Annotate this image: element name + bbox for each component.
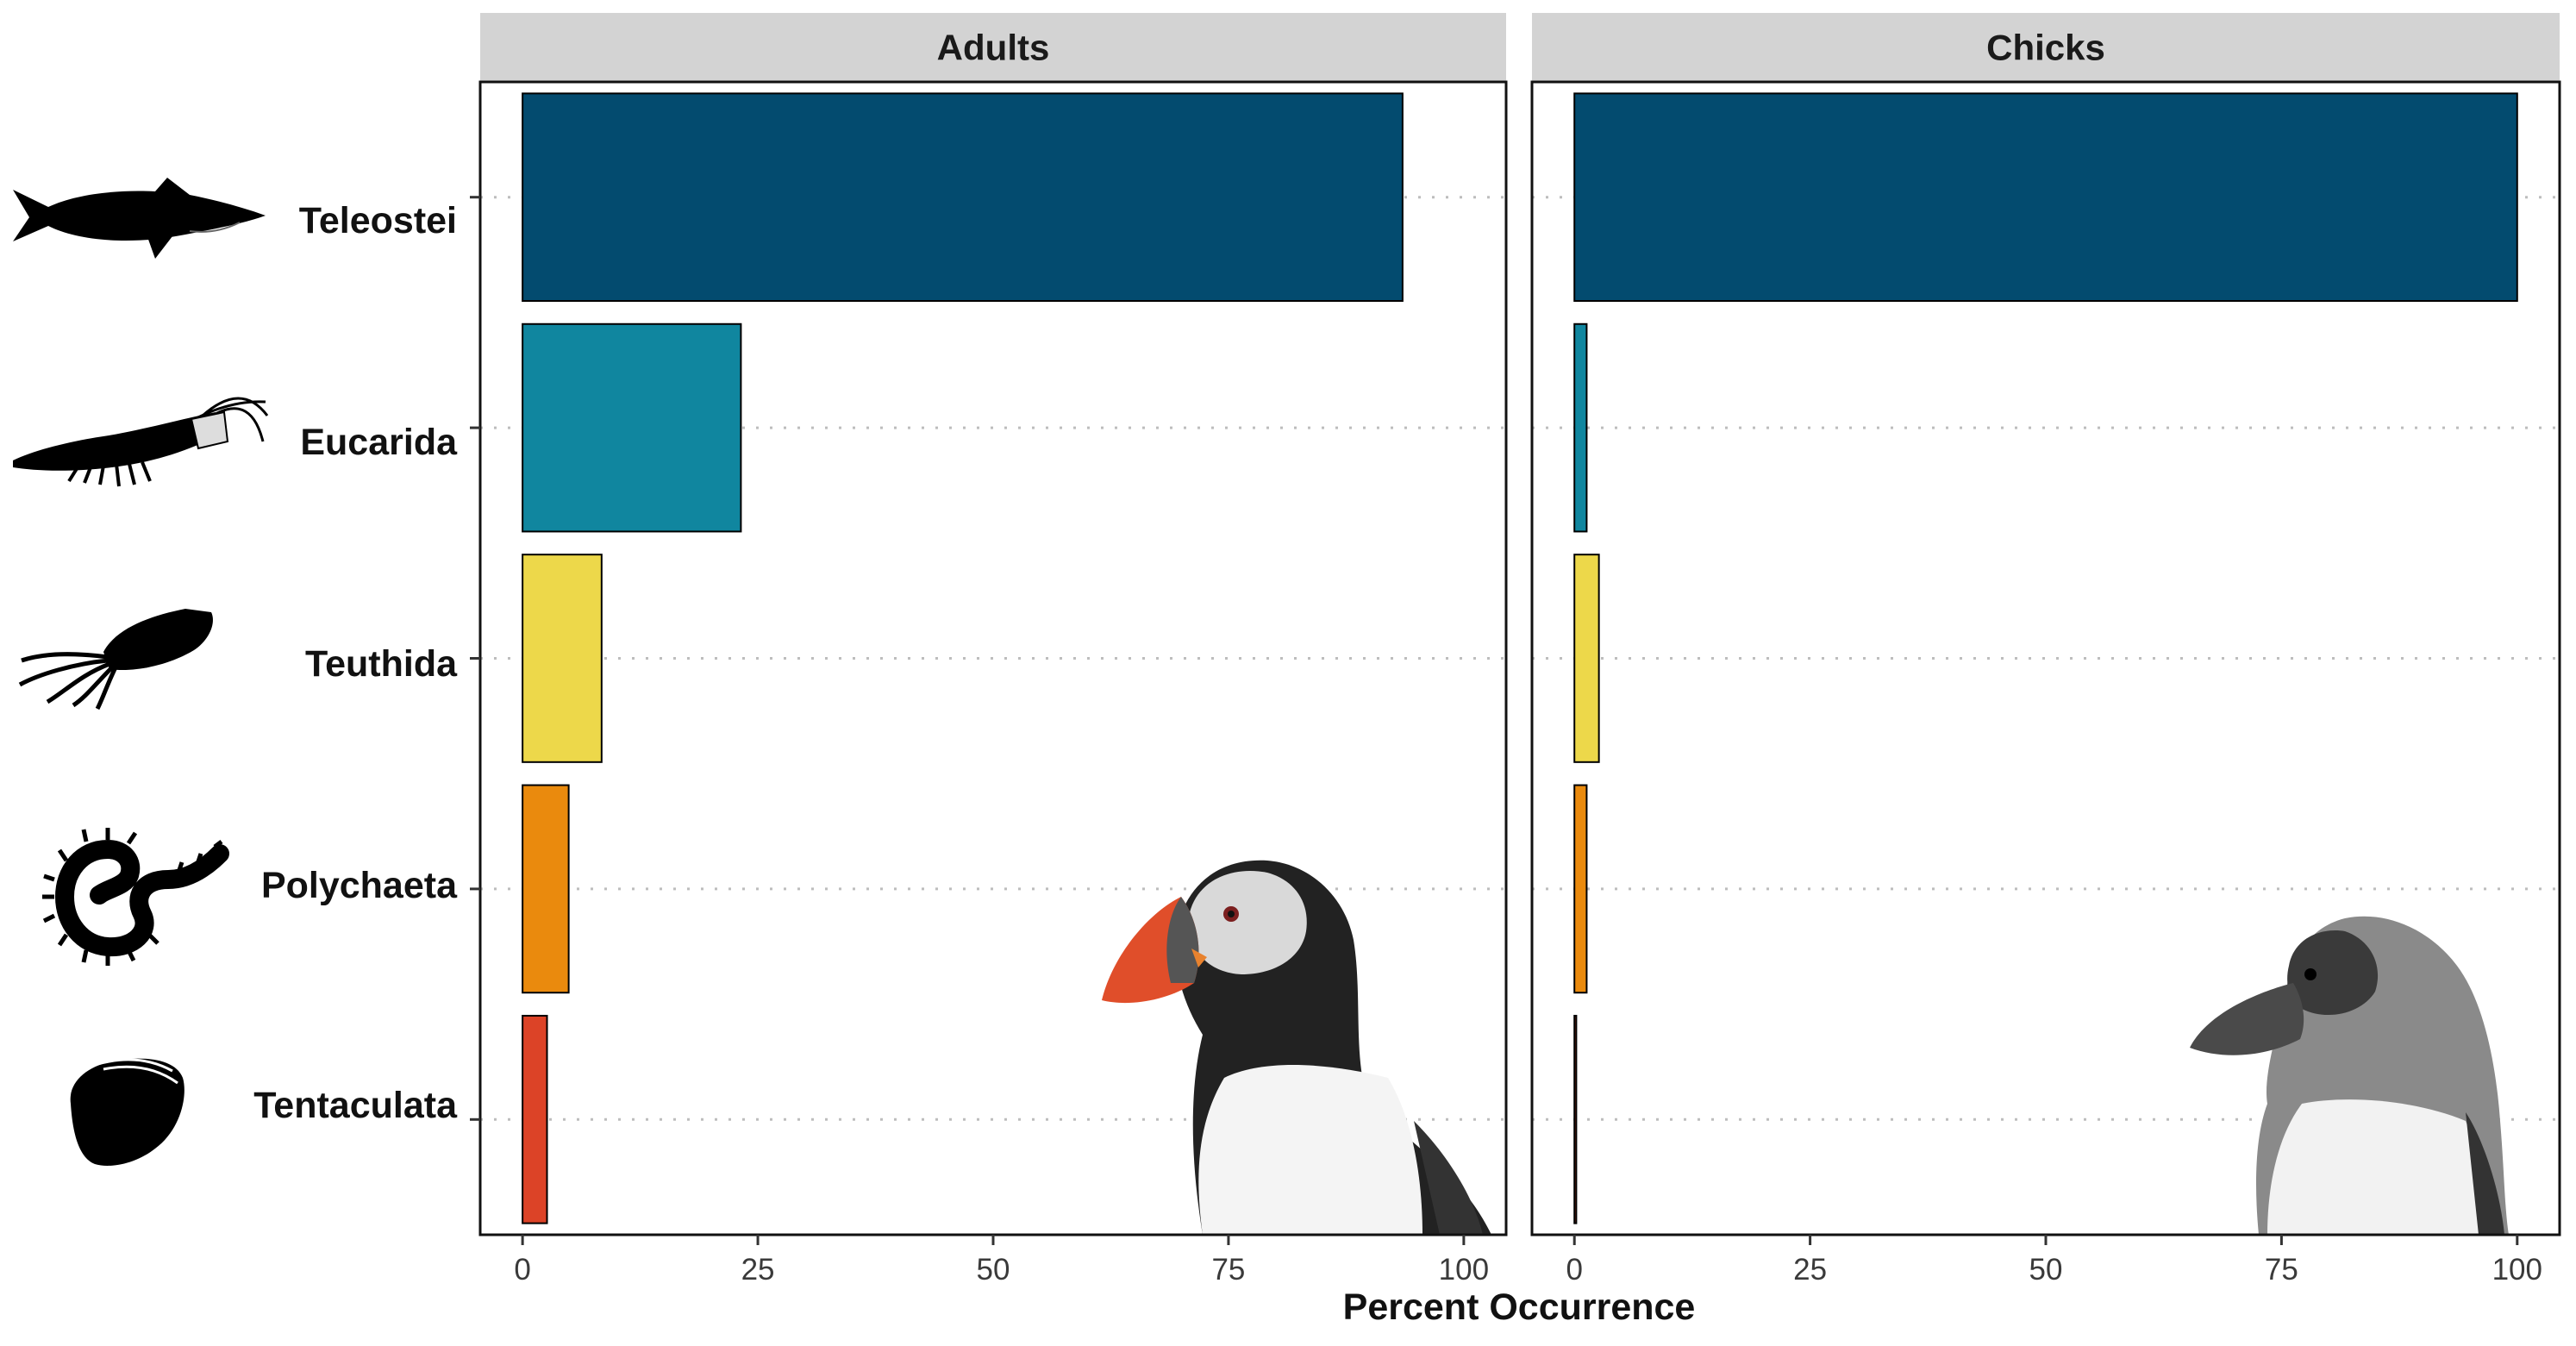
bar-tentaculata — [1573, 1014, 1578, 1224]
puffin-chick-photo — [2190, 916, 2509, 1235]
strip-adults — [480, 13, 1506, 82]
squid-icon — [18, 609, 213, 711]
y-axis: Teleostei Eucarida Teuthida Polychaeta T… — [253, 196, 480, 1126]
bar-polychaeta — [522, 784, 570, 994]
x-tick-label: 25 — [741, 1253, 775, 1287]
ctenophore-icon — [70, 1058, 184, 1166]
y-tick-label: Tentaculata — [253, 1085, 458, 1126]
x-tick-label: 25 — [1793, 1253, 1827, 1287]
strip-label-chicks: Chicks — [1986, 28, 2105, 68]
bar-polychaeta — [1573, 784, 1588, 994]
bar-teuthida — [1573, 554, 1600, 763]
panel-adults: Adults 0 25 50 75 100 — [478, 13, 1508, 1287]
y-tick-label: Teuthida — [305, 643, 458, 685]
x-axis-adults: 0 25 50 75 100 — [514, 1235, 1489, 1287]
x-tick-label: 50 — [977, 1253, 1010, 1287]
polychaete-worm-icon — [42, 828, 229, 966]
x-tick-label: 75 — [2265, 1253, 2298, 1287]
panel-chicks: Chicks 0 25 50 75 100 — [1530, 13, 2561, 1287]
bar-eucarida — [522, 322, 742, 533]
bar-eucarida — [1573, 322, 1588, 533]
x-axis-title: Percent Occurrence — [1343, 1287, 1696, 1328]
category-icons — [13, 178, 269, 1166]
bars-chicks — [1573, 92, 2518, 1224]
strip-chicks — [1532, 13, 2560, 82]
x-tick-label: 100 — [2492, 1253, 2542, 1287]
x-tick-label: 50 — [2029, 1253, 2063, 1287]
x-tick-label: 0 — [514, 1253, 530, 1287]
krill-icon — [13, 397, 269, 487]
x-axis-chicks: 0 25 50 75 100 — [1566, 1235, 2542, 1287]
fish-icon — [13, 178, 266, 259]
adult-puffin-photo — [1102, 860, 1491, 1235]
y-tick-label: Eucarida — [300, 422, 458, 463]
bar-teleostei — [1573, 92, 2518, 303]
x-tick-label: 0 — [1566, 1253, 1582, 1287]
x-tick-label: 100 — [1439, 1253, 1489, 1287]
bars-adults — [522, 92, 1404, 1224]
y-tick-label: Polychaeta — [261, 865, 458, 906]
bar-teuthida — [522, 554, 603, 763]
strip-label-adults: Adults — [937, 28, 1050, 68]
bar-tentaculata — [522, 1014, 548, 1224]
x-tick-label: 75 — [1211, 1253, 1245, 1287]
y-tick-marks — [470, 196, 480, 1121]
y-tick-label: Teleostei — [299, 200, 457, 241]
bar-teleostei — [522, 92, 1404, 303]
